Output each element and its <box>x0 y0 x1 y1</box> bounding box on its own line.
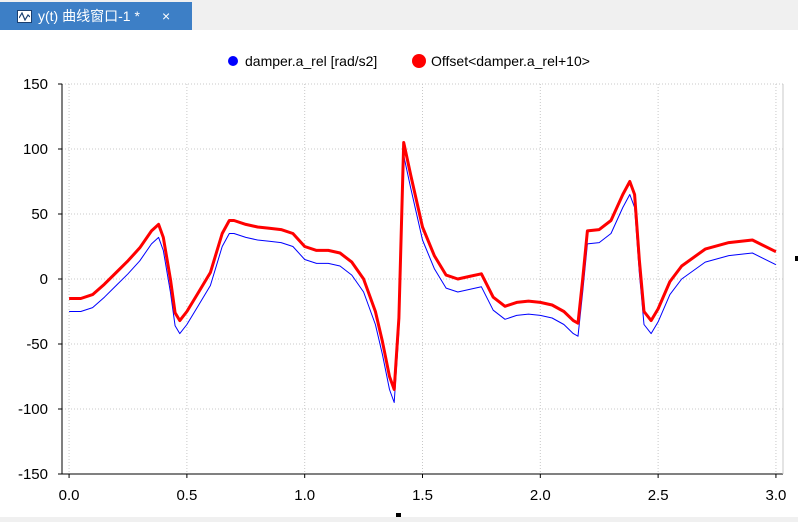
legend-label-1: damper.a_rel [rad/s2] <box>245 53 377 69</box>
tab-plot-window[interactable]: y(t) 曲线窗口-1 * × <box>0 2 192 30</box>
chart[interactable]: 150 100 50 0 -50 -100 -150 0.0 0.5 1.0 1.5 2.0 2.5 3.… <box>0 30 798 517</box>
y-tick-label: 50 <box>31 206 48 223</box>
plot-window-icon <box>17 9 32 23</box>
x-tick-label: 2.0 <box>530 487 551 504</box>
legend-marker-1 <box>228 56 238 66</box>
y-tick-label: 150 <box>23 76 48 93</box>
plot-panel: 150 100 50 0 -50 -100 -150 0.0 0.5 1.0 1.5 2.0 2.5 3.… <box>0 30 798 517</box>
y-tick-label: -50 <box>26 336 48 353</box>
x-tick-label: 3.0 <box>766 487 787 504</box>
y-tick-label: -150 <box>18 466 48 483</box>
y-tick-label: -100 <box>18 401 48 418</box>
resize-handle-bottom[interactable] <box>396 513 401 517</box>
tab-close-icon[interactable]: × <box>162 8 171 24</box>
legend-label-2: Offset<damper.a_rel+10> <box>431 53 590 69</box>
x-tick-label: 0.5 <box>176 487 197 504</box>
x-tick-label: 1.5 <box>412 487 433 504</box>
legend-marker-2 <box>412 54 426 68</box>
x-tick-label: 2.5 <box>648 487 669 504</box>
y-tick-label: 100 <box>23 141 48 158</box>
x-tick-label: 1.0 <box>294 487 315 504</box>
tab-bar: y(t) 曲线窗口-1 * × <box>0 0 798 30</box>
resize-handle-right[interactable] <box>795 256 798 261</box>
x-tick-label: 0.0 <box>59 487 80 504</box>
y-tick-label: 0 <box>40 271 48 288</box>
series-line-2 <box>69 141 777 391</box>
tab-title: y(t) 曲线窗口-1 * <box>38 8 140 24</box>
